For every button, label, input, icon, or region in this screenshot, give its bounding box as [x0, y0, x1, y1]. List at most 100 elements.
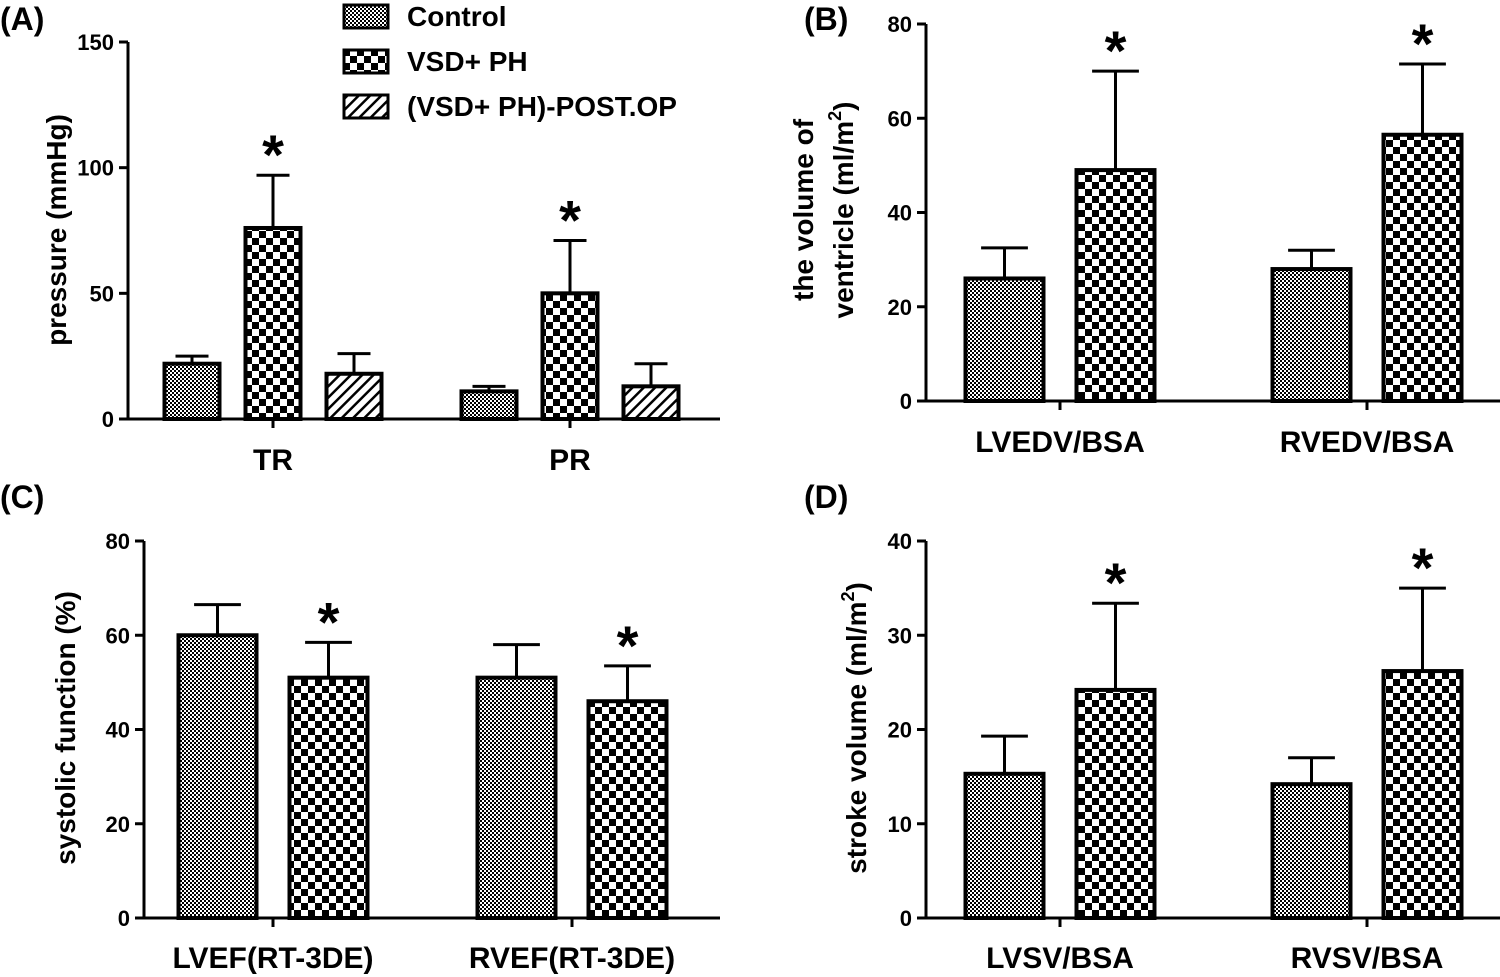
error-bars	[981, 62, 1446, 279]
y-axis-title-close: )	[841, 582, 872, 591]
bar-control	[1270, 267, 1353, 403]
y-tick-label: 0	[900, 389, 912, 414]
bars	[963, 132, 1464, 404]
legend-swatch-control	[342, 3, 390, 30]
legend-item-control: Control	[342, 1, 507, 32]
category-label: PR	[549, 444, 591, 477]
error-bars	[981, 586, 1446, 785]
significance-star: *	[1412, 536, 1434, 599]
bar-vsd	[1381, 669, 1464, 920]
significance-markers: **	[318, 590, 639, 677]
axes	[126, 42, 720, 428]
category-label: LVSV/BSA	[986, 942, 1134, 975]
bar-vsd	[586, 699, 669, 920]
significance-markers: **	[1105, 12, 1434, 82]
y-tick-label: 0	[102, 407, 114, 432]
y-tick-label: 40	[888, 201, 912, 226]
y-axis-ticks: 0 10 20 30 40	[888, 529, 926, 931]
y-axis-title: stroke volume (ml/m2)	[838, 582, 872, 874]
y-tick-label: 80	[888, 12, 912, 37]
y-axis-title: the volume of ventricle (ml/m2)	[788, 102, 859, 319]
bar-vsd	[1381, 132, 1464, 403]
bar-control	[162, 361, 222, 421]
y-axis-title-line-1: the volume of	[788, 118, 819, 301]
bar-control	[459, 389, 519, 421]
bar-post	[621, 384, 681, 421]
y-tick-label: 40	[888, 529, 912, 554]
y-tick-label: 20	[106, 812, 130, 837]
significance-star: *	[617, 614, 639, 677]
axes	[924, 541, 1500, 927]
panel-label: (B)	[804, 1, 848, 37]
category-label: RVEDV/BSA	[1280, 426, 1455, 459]
y-tick-label: 60	[888, 106, 912, 131]
y-tick-label: 20	[888, 718, 912, 743]
bar-control	[475, 675, 558, 920]
significance-markers: **	[1105, 536, 1434, 614]
y-axis-title-unit: ventricle (ml/m	[828, 121, 859, 319]
significance-star: *	[559, 189, 581, 252]
bar-control	[1270, 782, 1353, 920]
significance-star: *	[1412, 12, 1434, 75]
y-axis-ticks: 0 20 40 60 80	[888, 12, 926, 414]
bar-vsd	[287, 675, 370, 920]
significance-star: *	[1105, 19, 1127, 82]
error-bars	[194, 603, 651, 702]
legend-label-control: Control	[407, 1, 507, 32]
y-tick-label: 100	[77, 156, 114, 181]
y-axis-title-superscript: 2	[825, 111, 845, 121]
y-tick-label: 40	[106, 718, 130, 743]
y-axis-title-main: stroke volume (ml/m	[841, 602, 872, 874]
category-label: LVEDV/BSA	[975, 426, 1144, 459]
legend-swatch-vsd-ph	[342, 48, 390, 75]
panel-label: (A)	[0, 1, 44, 37]
bar-control	[963, 771, 1046, 920]
category-labels: TR PR	[253, 444, 591, 477]
y-tick-label: 60	[106, 623, 130, 648]
y-axis-title-line-2: ventricle (ml/m2)	[825, 102, 859, 319]
y-tick-label: 20	[888, 295, 912, 320]
error-bars	[175, 173, 668, 392]
significance-markers: **	[262, 123, 581, 251]
category-label: TR	[253, 444, 293, 477]
y-axis-title-close: )	[828, 102, 859, 111]
bars	[162, 225, 681, 422]
y-axis-ticks: 0 50 100 150	[77, 30, 128, 432]
bar-vsd	[540, 291, 600, 422]
panel-label: (D)	[804, 479, 848, 515]
significance-star: *	[318, 590, 340, 653]
legend: Control VSD+ PH (VSD+ PH)-POST.OP	[342, 1, 677, 122]
legend-swatch-post-op	[342, 93, 390, 120]
y-tick-label: 0	[118, 906, 130, 931]
category-label: RVSV/BSA	[1291, 942, 1444, 975]
axes	[924, 24, 1500, 410]
category-labels: LVSV/BSA RVSV/BSA	[986, 942, 1443, 975]
significance-star: *	[1105, 551, 1127, 614]
legend-item-post-op: (VSD+ PH)-POST.OP	[342, 91, 677, 122]
category-labels: LVEDV/BSA RVEDV/BSA	[975, 426, 1454, 459]
bars	[963, 669, 1464, 920]
category-labels: LVEF(RT-3DE) RVEF(RT-3DE)	[172, 942, 675, 975]
bar-vsd	[1074, 687, 1157, 920]
y-tick-label: 50	[90, 281, 114, 306]
bar-control	[963, 276, 1046, 404]
axes	[142, 541, 720, 927]
y-tick-label: 80	[106, 529, 130, 554]
y-axis-title-superscript: 2	[838, 592, 858, 602]
y-tick-label: 10	[888, 812, 912, 837]
category-label: RVEF(RT-3DE)	[469, 942, 675, 975]
y-tick-label: 30	[888, 623, 912, 648]
bars	[176, 633, 669, 920]
panel-b: (B) the volume of ventricle (ml/m2) 0 20 4…	[788, 1, 1500, 459]
panel-label: (C)	[0, 479, 44, 515]
y-tick-label: 0	[900, 906, 912, 931]
bar-vsd	[1074, 168, 1157, 403]
legend-label-vsd-ph: VSD+ PH	[407, 46, 528, 77]
bar-control	[176, 633, 259, 920]
legend-label-post-op: (VSD+ PH)-POST.OP	[407, 91, 677, 122]
significance-star: *	[262, 123, 284, 186]
y-axis-title: systolic function (%)	[50, 591, 81, 865]
